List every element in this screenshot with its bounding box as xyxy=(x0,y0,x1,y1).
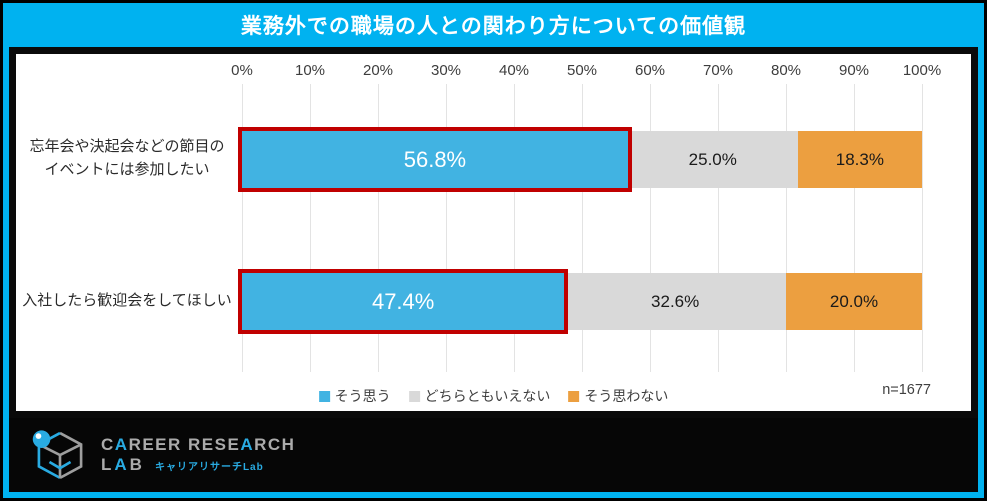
logo-letter: REER RESE xyxy=(128,434,241,454)
legend-item-neutral: どちらともいえない xyxy=(408,386,551,406)
bar-row-welcome-party: 47.4% 32.6% 20.0% xyxy=(237,269,922,334)
legend-swatch-neutral xyxy=(408,390,420,402)
career-research-lab-logo: CAREER RESEARCH LAB キャリアリサーチLab xyxy=(31,427,295,483)
x-tick-label: 90% xyxy=(838,62,870,79)
legend-label: そう思わない xyxy=(584,388,669,404)
category-label-welcome-party: 入社したら歓迎会をしてほしい xyxy=(16,290,238,313)
logo-wordmark-line1: CAREER RESEARCH xyxy=(101,435,295,455)
chart-title-bar: 業務外での職場の人との関わり方についての価値観 xyxy=(3,3,984,47)
x-tick-label: 30% xyxy=(430,62,462,79)
legend-swatch-agree xyxy=(318,390,330,402)
logo-japanese-subtitle: キャリアリサーチLab xyxy=(154,462,264,473)
bar-segment-agree: 47.4% xyxy=(237,269,569,334)
x-tick-label: 70% xyxy=(702,62,734,79)
page-frame: 業務外での職場の人との関わり方についての価値観 0% 10% 20% 30% 40% 50… xyxy=(3,3,984,498)
gridline xyxy=(514,84,515,372)
logo-letter: L xyxy=(101,455,115,474)
value-label: 20.0% xyxy=(829,291,879,311)
logo-lab: LAB xyxy=(101,455,145,475)
legend: そう思う どちらともいえない そう思わない xyxy=(318,386,668,406)
gridline xyxy=(446,84,447,372)
legend-label: そう思う xyxy=(334,388,391,404)
x-tick-label: 50% xyxy=(566,62,598,79)
gridlines xyxy=(242,84,923,372)
x-tick-label: 20% xyxy=(362,62,394,79)
category-label-line: 忘年会や決起会などの節目の xyxy=(29,138,225,155)
page-title: 業務外での職場の人との関わり方についての価値観 xyxy=(240,15,747,38)
category-label-event: 忘年会や決起会などの節目の イベントには参加したい xyxy=(16,136,238,181)
bar-segment-neutral: 32.6% xyxy=(564,273,786,330)
sample-size: n=1677 xyxy=(882,382,931,398)
logo-text: CAREER RESEARCH LAB キャリアリサーチLab xyxy=(101,435,295,476)
logo-letter: B xyxy=(129,455,145,474)
legend-item-disagree: そう思わない xyxy=(568,386,668,406)
gridline xyxy=(718,84,719,372)
footer: CAREER RESEARCH LAB キャリアリサーチLab xyxy=(9,418,978,492)
x-tick-label: 10% xyxy=(294,62,326,79)
cube-logo-icon xyxy=(32,430,83,480)
logo-letter: C xyxy=(101,434,115,454)
gridline xyxy=(922,84,923,372)
category-label-line: 入社したら歓迎会をしてほしい xyxy=(22,292,232,309)
legend-label: どちらともいえない xyxy=(424,388,551,404)
bar-segment-agree: 56.8% xyxy=(238,127,632,192)
x-axis: 0% 10% 20% 30% 40% 50% 60% 70% 80% 90% 100% xyxy=(231,62,941,82)
bar-segment-neutral: 25.0% xyxy=(627,131,798,188)
legend-item-agree: そう思う xyxy=(318,386,391,406)
gridline xyxy=(310,84,311,372)
logo-letter-accent: A xyxy=(114,455,130,474)
gridline xyxy=(378,84,379,372)
chart-panel: 0% 10% 20% 30% 40% 50% 60% 70% 80% 90% 100% 忘年会や決起… xyxy=(9,47,978,418)
category-label-line: イベントには参加したい xyxy=(44,160,210,178)
gridline xyxy=(650,84,651,372)
value-label: 32.6% xyxy=(651,291,700,311)
value-label: 18.3% xyxy=(835,149,884,169)
gridline xyxy=(786,84,787,372)
x-tick-label: 40% xyxy=(498,62,530,79)
logo-wordmark-line2: LAB キャリアリサーチLab xyxy=(101,455,295,475)
bar-segment-disagree: 20.0% xyxy=(785,273,922,330)
value-label: 47.4% xyxy=(371,288,435,314)
gridline xyxy=(582,84,583,372)
x-tick-label: 60% xyxy=(634,62,666,79)
legend-swatch-disagree xyxy=(568,390,580,402)
bar-segment-disagree: 18.3% xyxy=(797,131,922,188)
bar-row-event: 56.8% 25.0% 18.3% xyxy=(238,127,922,192)
logo-letter-accent: A xyxy=(240,434,255,454)
value-label: 25.0% xyxy=(688,149,737,169)
value-label: 56.8% xyxy=(403,146,467,172)
plot-area: 0% 10% 20% 30% 40% 50% 60% 70% 80% 90% 100% 忘年会や決起… xyxy=(16,54,971,411)
gridline xyxy=(242,84,243,372)
x-tick-label: 80% xyxy=(770,62,802,79)
x-tick-label: 100% xyxy=(902,62,942,79)
logo-letter: RCH xyxy=(254,434,296,454)
logo-letter-accent: A xyxy=(114,434,129,454)
gridline xyxy=(854,84,855,372)
x-tick-label: 0% xyxy=(231,62,253,79)
